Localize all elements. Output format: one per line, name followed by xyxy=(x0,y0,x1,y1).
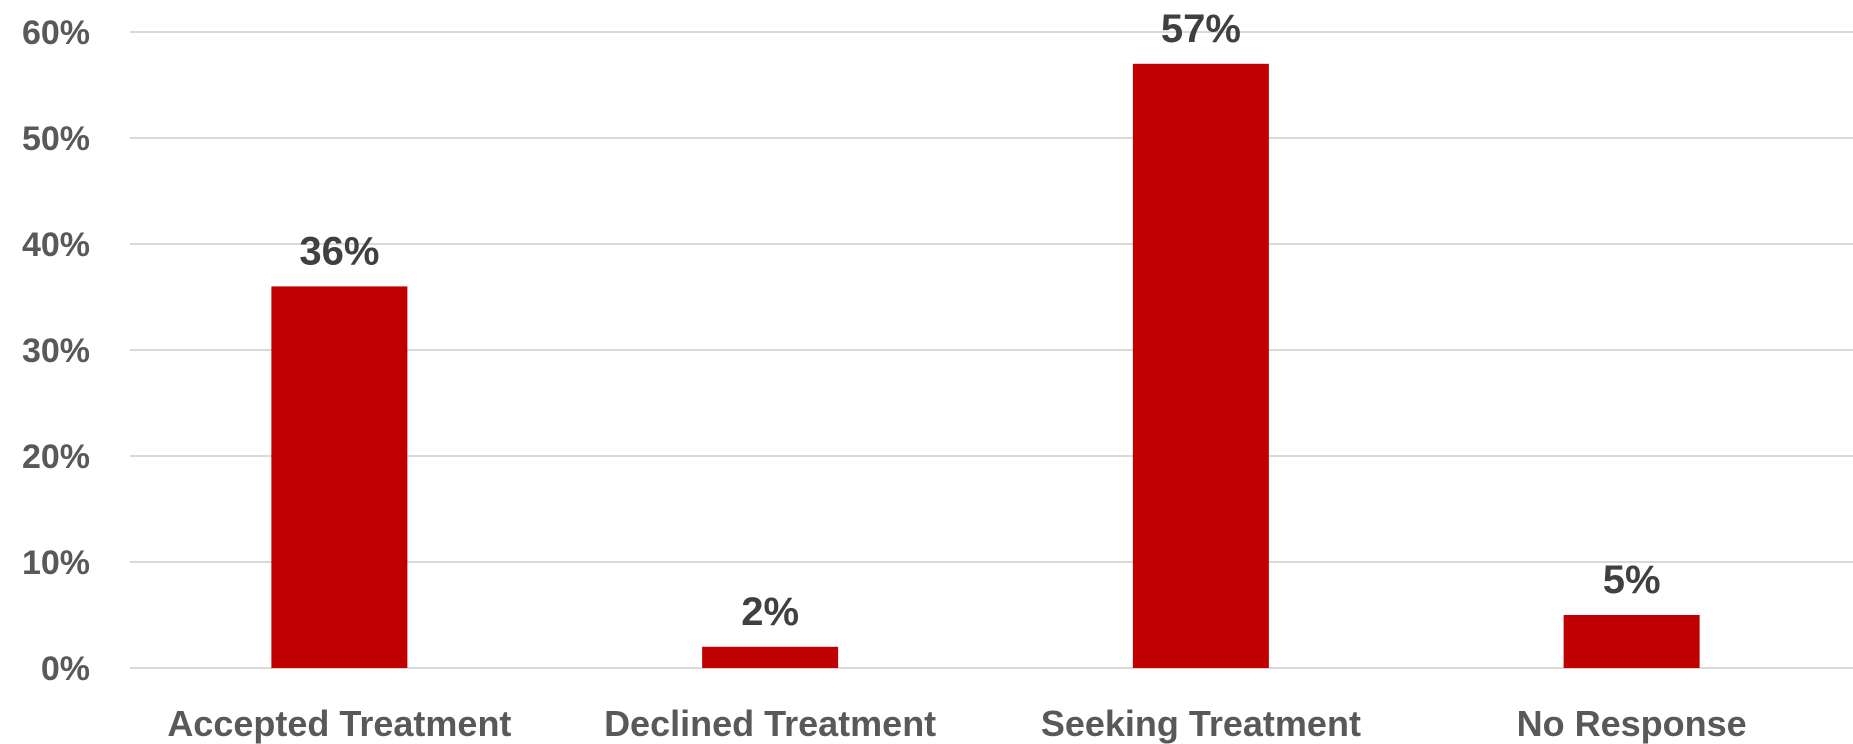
data-label: 2% xyxy=(741,590,799,634)
data-label: 57% xyxy=(1161,7,1241,51)
x-axis-category-labels: Accepted Treatment Declined Treatment Seek… xyxy=(167,703,1746,744)
x-category-label: Declined Treatment xyxy=(604,703,936,744)
data-label: 5% xyxy=(1603,558,1661,602)
gridlines xyxy=(130,31,1853,669)
data-label: 36% xyxy=(299,229,379,273)
y-tick-label: 10% xyxy=(22,544,90,582)
y-axis-tick-labels: 0% 10% 20% 30% 40% 50% 60% xyxy=(22,14,90,688)
y-tick-label: 40% xyxy=(22,226,90,264)
y-tick-label: 20% xyxy=(22,438,90,476)
y-tick-label: 30% xyxy=(22,332,90,370)
bar-accepted-treatment xyxy=(271,286,408,668)
data-labels: 36% 2% 57% 5% xyxy=(299,7,1660,634)
y-tick-label: 50% xyxy=(22,120,90,158)
y-tick-label: 0% xyxy=(41,650,90,688)
x-category-label: No Response xyxy=(1517,703,1747,744)
bar-no-response xyxy=(1563,615,1700,668)
bars xyxy=(271,63,1700,669)
x-category-label: Seeking Treatment xyxy=(1041,703,1361,744)
x-category-label: Accepted Treatment xyxy=(167,703,511,744)
bar-declined-treatment xyxy=(702,646,839,668)
y-tick-label: 60% xyxy=(22,14,90,52)
bar-seeking-treatment xyxy=(1132,63,1269,669)
